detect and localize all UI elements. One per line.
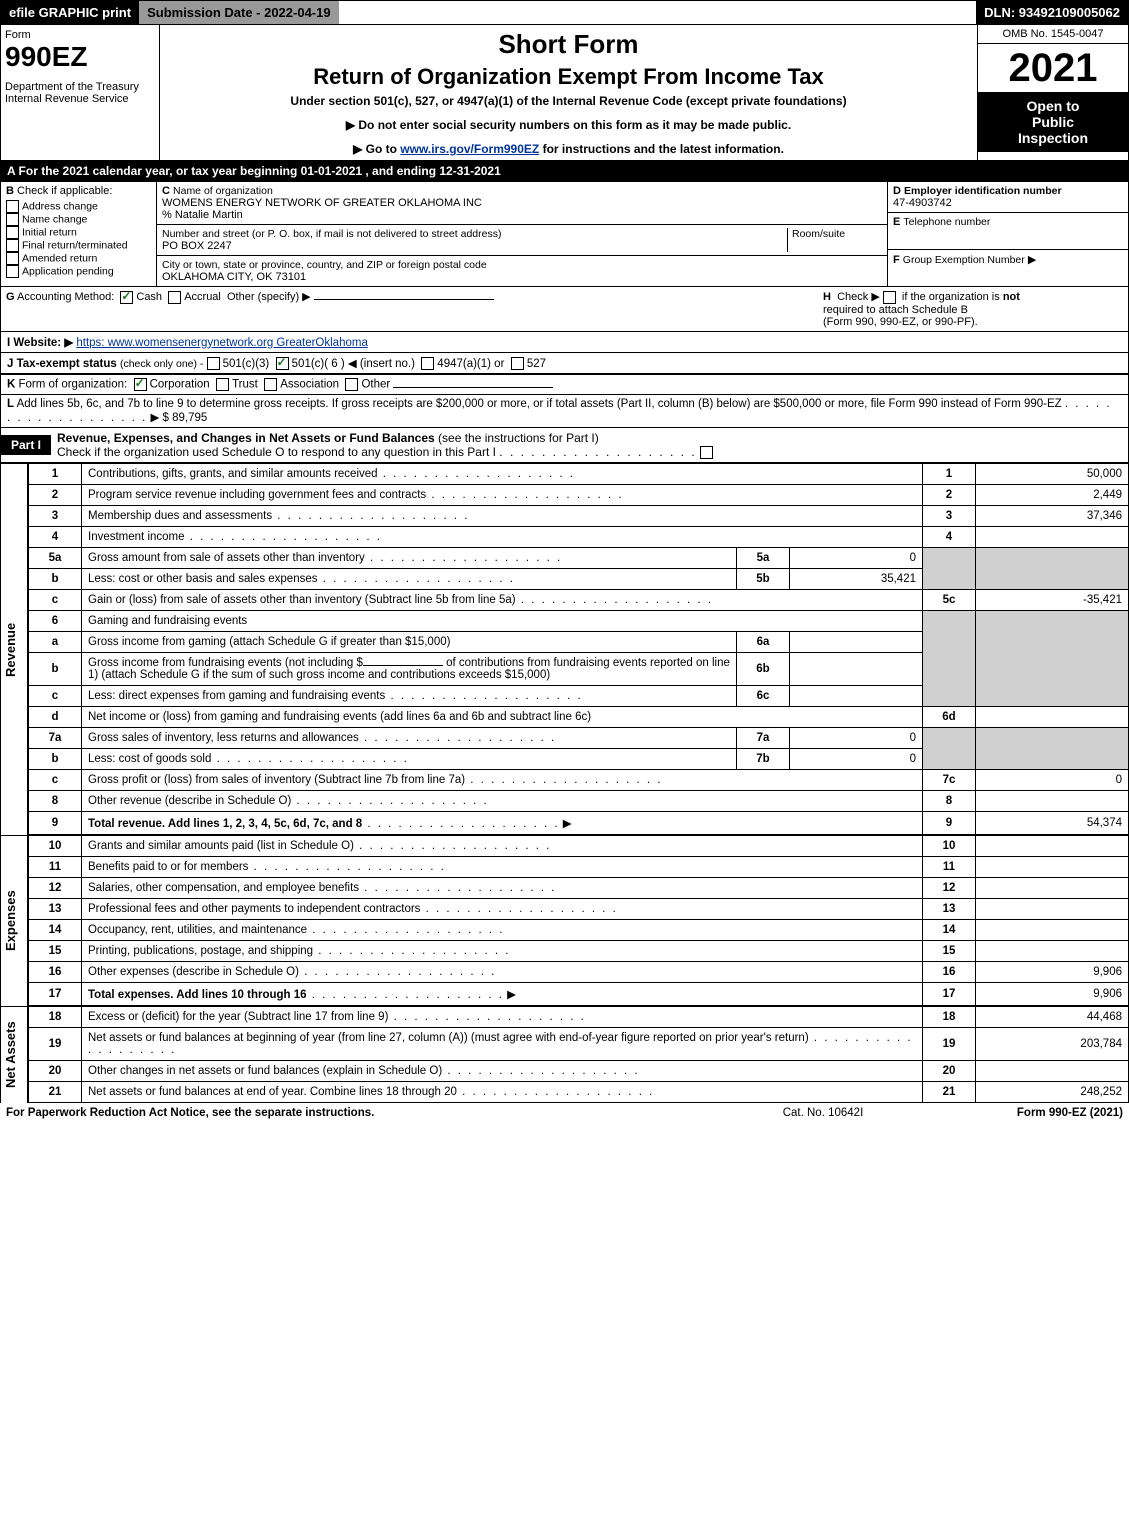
care-of: % Natalie Martin	[162, 209, 243, 221]
line-10: 10Grants and similar amounts paid (list …	[29, 836, 1129, 857]
row-a-taxyear: A For the 2021 calendar year, or tax yea…	[0, 161, 1129, 182]
part1-label: Part I	[1, 435, 51, 455]
line-18: 18Excess or (deficit) for the year (Subt…	[29, 1007, 1129, 1028]
line-21: 21Net assets or fund balances at end of …	[29, 1082, 1129, 1103]
check-4947[interactable]	[421, 357, 434, 370]
row-k-org: K Form of organization: Corporation Trus…	[0, 374, 1129, 395]
line-2: 2Program service revenue including gover…	[29, 485, 1129, 506]
check-501c[interactable]	[276, 357, 289, 370]
line-3: 3Membership dues and assessments337,346	[29, 506, 1129, 527]
check-other-org[interactable]	[345, 378, 358, 391]
website-link[interactable]: https: www.womensenergynetwork.org Great…	[76, 337, 367, 349]
check-application-pending[interactable]	[6, 265, 19, 278]
dln-label: DLN: 93492109005062	[976, 1, 1128, 24]
identity-block: B Check if applicable: Address change Na…	[0, 182, 1129, 287]
expenses-table: 10Grants and similar amounts paid (list …	[28, 835, 1129, 1006]
topbar: efile GRAPHIC print Submission Date - 20…	[0, 0, 1129, 25]
line-5c: cGain or (loss) from sale of assets othe…	[29, 590, 1129, 611]
row-l-receipts: L Add lines 5b, 6c, and 7b to line 9 to …	[0, 395, 1129, 428]
check-schedule-o-part1[interactable]	[700, 446, 713, 459]
row-gh: G Accounting Method: Cash Accrual Other …	[0, 287, 1129, 332]
revenue-section: Revenue 1Contributions, gifts, grants, a…	[0, 463, 1129, 835]
note-ssn: ▶ Do not enter social security numbers o…	[168, 118, 969, 132]
header-center: Short Form Return of Organization Exempt…	[160, 25, 977, 160]
org-name: WOMENS ENERGY NETWORK OF GREATER OKLAHOM…	[162, 197, 482, 209]
check-accrual[interactable]	[168, 291, 181, 304]
submission-date: Submission Date - 2022-04-19	[139, 1, 339, 24]
part1-header: Part I Revenue, Expenses, and Changes in…	[0, 428, 1129, 463]
line-19: 19Net assets or fund balances at beginni…	[29, 1028, 1129, 1061]
tax-year: 2021	[978, 44, 1128, 92]
form-word: Form	[5, 29, 155, 41]
check-corporation[interactable]	[134, 378, 147, 391]
city-state-zip: OKLAHOMA CITY, OK 73101	[162, 271, 306, 283]
check-association[interactable]	[264, 378, 277, 391]
check-address-change[interactable]	[6, 200, 19, 213]
box-g: G Accounting Method: Cash Accrual Other …	[1, 287, 818, 331]
row-i-website: I Website: ▶ https: www.womensenergynetw…	[0, 332, 1129, 353]
footer-catno: Cat. No. 10642I	[723, 1107, 923, 1119]
street-address: PO BOX 2247	[162, 240, 232, 252]
netassets-section: Net Assets 18Excess or (deficit) for the…	[0, 1006, 1129, 1103]
irs-label: Internal Revenue Service	[5, 93, 155, 105]
revenue-table: 1Contributions, gifts, grants, and simil…	[28, 463, 1129, 835]
expenses-vlabel: Expenses	[0, 835, 28, 1006]
check-name-change[interactable]	[6, 213, 19, 226]
line-4: 4Investment income4	[29, 527, 1129, 548]
line-12: 12Salaries, other compensation, and empl…	[29, 878, 1129, 899]
short-form-title: Short Form	[168, 29, 969, 60]
expenses-section: Expenses 10Grants and similar amounts pa…	[0, 835, 1129, 1006]
revenue-vlabel: Revenue	[0, 463, 28, 835]
line-1: 1Contributions, gifts, grants, and simil…	[29, 464, 1129, 485]
line-16: 16Other expenses (describe in Schedule O…	[29, 962, 1129, 983]
box-def: D Employer identification number 47-4903…	[888, 182, 1128, 286]
check-initial-return[interactable]	[6, 226, 19, 239]
irs-link[interactable]: www.irs.gov/Form990EZ	[400, 142, 539, 156]
line-20: 20Other changes in net assets or fund ba…	[29, 1061, 1129, 1082]
check-501c3[interactable]	[207, 357, 220, 370]
check-h-not-required[interactable]	[883, 291, 896, 304]
line-5a: 5aGross amount from sale of assets other…	[29, 548, 1129, 569]
box-b: B Check if applicable: Address change Na…	[1, 182, 157, 286]
line-9: 9Total revenue. Add lines 1, 2, 3, 4, 5c…	[29, 812, 1129, 835]
line-15: 15Printing, publications, postage, and s…	[29, 941, 1129, 962]
check-amended-return[interactable]	[6, 252, 19, 265]
line-14: 14Occupancy, rent, utilities, and mainte…	[29, 920, 1129, 941]
header-right: OMB No. 1545-0047 2021 Open to Public In…	[977, 25, 1128, 160]
form-header: Form 990EZ Department of the Treasury In…	[0, 25, 1129, 161]
check-trust[interactable]	[216, 378, 229, 391]
check-cash[interactable]	[120, 291, 133, 304]
form-number: 990EZ	[5, 41, 155, 73]
line-11: 11Benefits paid to or for members11	[29, 857, 1129, 878]
line-7a: 7aGross sales of inventory, less returns…	[29, 728, 1129, 749]
line-13: 13Professional fees and other payments t…	[29, 899, 1129, 920]
line-6: 6Gaming and fundraising events	[29, 611, 1129, 632]
header-left: Form 990EZ Department of the Treasury In…	[1, 25, 160, 160]
line-7c: cGross profit or (loss) from sales of in…	[29, 770, 1129, 791]
row-j-status: J Tax-exempt status (check only one) - 5…	[0, 353, 1129, 374]
note-goto: ▶ Go to www.irs.gov/Form990EZ for instru…	[168, 142, 969, 156]
efile-label[interactable]: efile GRAPHIC print	[1, 1, 139, 24]
line-17: 17Total expenses. Add lines 10 through 1…	[29, 983, 1129, 1006]
dept-label: Department of the Treasury	[5, 81, 155, 93]
ein-value: 47-4903742	[893, 197, 952, 209]
gross-receipts-value: $ 89,795	[163, 412, 208, 424]
under-section: Under section 501(c), 527, or 4947(a)(1)…	[168, 94, 969, 108]
netassets-table: 18Excess or (deficit) for the year (Subt…	[28, 1006, 1129, 1103]
line-8: 8Other revenue (describe in Schedule O)8	[29, 791, 1129, 812]
page-footer: For Paperwork Reduction Act Notice, see …	[0, 1103, 1129, 1123]
netassets-vlabel: Net Assets	[0, 1006, 28, 1103]
check-527[interactable]	[511, 357, 524, 370]
inspection-badge: Open to Public Inspection	[978, 92, 1128, 152]
footer-left: For Paperwork Reduction Act Notice, see …	[6, 1107, 723, 1119]
line-6d: dNet income or (loss) from gaming and fu…	[29, 707, 1129, 728]
check-final-return[interactable]	[6, 239, 19, 252]
box-h: H Check ▶ if the organization is not req…	[818, 287, 1128, 331]
box-c: C Name of organization WOMENS ENERGY NET…	[157, 182, 888, 286]
main-title: Return of Organization Exempt From Incom…	[168, 64, 969, 90]
omb-number: OMB No. 1545-0047	[978, 25, 1128, 44]
footer-formref: Form 990-EZ (2021)	[923, 1107, 1123, 1119]
